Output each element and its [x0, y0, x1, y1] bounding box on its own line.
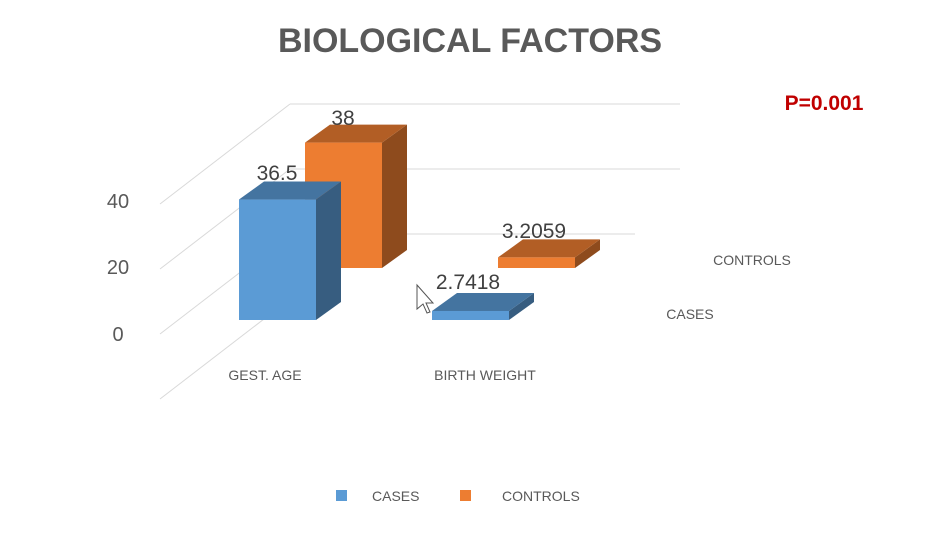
series-axis-label: CONTROLS	[713, 252, 791, 268]
data-label: 38	[331, 107, 354, 130]
legend: CASES CONTROLS	[336, 488, 580, 504]
data-label: 3.2059	[502, 220, 566, 243]
data-label: 2.7418	[436, 271, 500, 294]
y-tick-label: 0	[112, 324, 123, 346]
mouse-cursor-icon	[416, 283, 435, 314]
p-value-annotation: P=0.001	[785, 92, 864, 115]
category-label: GEST. AGE	[228, 367, 301, 383]
bar-front-face	[498, 257, 575, 268]
y-tick-label: 40	[107, 191, 129, 213]
bar-top-face	[305, 124, 407, 143]
chart-title: BIOLOGICAL FACTORS	[278, 22, 662, 60]
bar-front-face	[239, 199, 316, 320]
data-label: 36.5	[257, 162, 298, 185]
bar-side-face	[382, 124, 407, 268]
legend-label: CONTROLS	[502, 488, 580, 504]
legend-swatch-controls	[460, 490, 471, 501]
category-label: BIRTH WEIGHT	[434, 367, 536, 383]
legend-swatch-cases	[336, 490, 347, 501]
bar-side-face	[575, 239, 600, 268]
bar-top-face	[498, 239, 600, 258]
bar-top-face	[432, 292, 534, 311]
bar-cases-1	[432, 292, 534, 320]
legend-label: CASES	[372, 488, 419, 504]
bar-cases-0	[239, 181, 341, 320]
bar-side-face	[509, 292, 534, 320]
bar-controls-1	[498, 239, 600, 268]
bar-top-face	[239, 181, 341, 200]
gridline-side	[159, 103, 291, 205]
y-tick-label: 20	[107, 257, 129, 279]
bar-side-face	[316, 181, 341, 320]
bar-front-face	[432, 310, 509, 320]
series-axis-label: CASES	[666, 306, 713, 322]
